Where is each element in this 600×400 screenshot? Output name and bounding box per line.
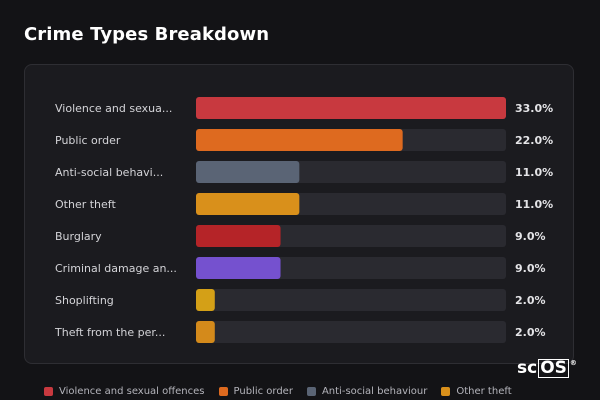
legend-item[interactable]: Anti-social behaviour xyxy=(306,386,428,397)
bar[interactable] xyxy=(196,225,281,247)
logo-boxed-text: OS xyxy=(538,357,569,378)
category-label: Theft from the per... xyxy=(54,326,165,339)
category-label: Anti-social behavi... xyxy=(55,166,163,179)
value-label: 9.0% xyxy=(515,230,546,243)
bar-track xyxy=(196,289,506,311)
category-label: Other theft xyxy=(55,198,116,211)
value-label: 9.0% xyxy=(515,262,546,275)
value-label: 22.0% xyxy=(515,134,553,147)
logo-registered-mark: ® xyxy=(569,359,577,367)
category-label: Violence and sexua... xyxy=(55,102,172,115)
category-label: Burglary xyxy=(55,230,102,243)
legend-label: Violence and sexual offences xyxy=(59,386,205,397)
logo-text: sc xyxy=(517,358,538,378)
legend-item[interactable]: Other theft xyxy=(441,386,512,397)
chart-panel: Violence and sexua... 33.0% Public order 22… xyxy=(24,64,574,364)
bar[interactable] xyxy=(196,97,506,119)
value-label: 11.0% xyxy=(515,198,553,211)
value-label: 33.0% xyxy=(515,102,553,115)
bar-chart: Violence and sexua... 33.0% Public order 22… xyxy=(54,97,553,343)
legend-item[interactable]: Violence and sexual offences xyxy=(44,386,205,397)
bar[interactable] xyxy=(196,161,300,183)
legend-label: Anti-social behaviour xyxy=(321,386,428,397)
chart-legend: Violence and sexual offences Public order… xyxy=(44,386,512,397)
legend-swatch xyxy=(306,387,316,396)
legend-swatch xyxy=(218,387,228,396)
bar[interactable] xyxy=(196,129,403,151)
scos-logo: sc OS ® xyxy=(517,358,577,378)
value-label: 2.0% xyxy=(515,326,546,339)
legend-item[interactable]: Public order xyxy=(218,386,293,397)
category-label: Public order xyxy=(55,134,121,147)
bar[interactable] xyxy=(196,289,215,311)
chart-title: Crime Types Breakdown xyxy=(24,24,270,45)
bar-track xyxy=(196,321,506,343)
bar[interactable] xyxy=(196,257,281,279)
bar[interactable] xyxy=(196,193,300,215)
bar[interactable] xyxy=(196,321,215,343)
value-label: 2.0% xyxy=(515,294,546,307)
legend-label: Other theft xyxy=(456,386,512,397)
legend-swatch xyxy=(44,387,53,396)
legend-label: Public order xyxy=(233,386,293,397)
category-label: Shoplifting xyxy=(55,294,114,307)
category-label: Criminal damage an... xyxy=(55,262,177,275)
value-label: 11.0% xyxy=(515,166,553,179)
legend-swatch xyxy=(441,387,451,396)
